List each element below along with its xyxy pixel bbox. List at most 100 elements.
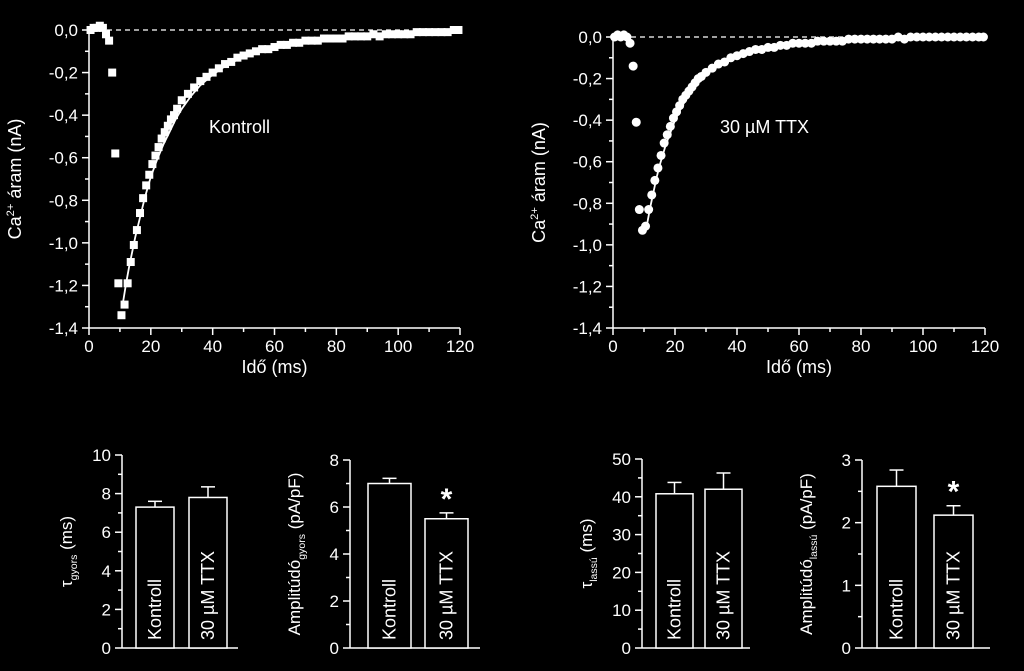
data-point [850,34,860,44]
y-tick-label: 0 [842,639,851,658]
y-tick-label: 0,0 [578,28,602,47]
y-tick-label: -1,2 [573,277,602,296]
x-tick-label: 60 [265,337,284,356]
x-tick-label: 120 [446,337,474,356]
data-point [412,28,421,37]
data-point [123,279,132,288]
data-point [142,181,151,190]
data-point [443,28,452,37]
x-tick-label: 120 [971,337,999,356]
data-point [221,60,230,69]
bar-category-label: 30 µM TTX [198,551,218,640]
y-tick-label: -1,2 [49,276,78,295]
y-axis-label-superscript: 2+ [529,207,541,220]
bar-kontroll [876,485,917,649]
data-point [295,38,304,47]
x-tick-label: 40 [203,337,222,356]
data-point [665,121,675,131]
y-tick-label: -0,6 [573,153,602,172]
x-tick-label: 0 [608,337,617,356]
data-point [763,42,773,52]
y-tick-label: 8 [330,451,339,470]
data-point [183,89,192,98]
y-tick-label: -0,2 [573,70,602,89]
bar-kontroll [367,482,412,649]
bar-panel-1: 0 2 4 6 8 10 Kontroll 30 µM TTX [92,446,238,658]
bar-panel-3: 0 10 20 30 40 50 Kontroll 30 µM TTX [612,450,750,658]
y-axis-label-rest: áram (nA) [5,119,25,204]
data-point [881,34,891,44]
data-point [912,32,922,42]
data-point [454,26,463,34]
y-axis-label: Ca2+ áram (nA) [5,119,25,240]
data-point [105,36,114,45]
data-point [955,32,965,42]
y-tick-label: 30 [612,526,631,545]
data-point [251,47,260,56]
y-axis-label-subscript: lassú [808,534,820,559]
bar-category-label: Kontroll [145,579,165,640]
y-tick-label: 3 [842,451,851,470]
data-point [102,30,111,39]
y-axis-label-main: Amplitúdó [285,560,304,636]
x-tick-label: 20 [666,337,685,356]
data-point [166,115,175,124]
data-point [650,175,660,185]
y-tick-label: -0,4 [573,111,602,130]
bar-ttx [188,496,228,649]
data-point [139,194,148,203]
y-tick-label: -0,4 [49,106,78,125]
bar-panel-2: 0 2 4 6 8 Kontroll 30 µM TTX * [330,451,480,658]
y-tick-label: 2 [330,592,339,611]
y-axis-label-superscript: 2+ [5,204,17,217]
y-axis-label-main: τ [57,580,76,587]
y-axis-label-rest: (pA/pF) [797,473,816,534]
data-point [98,23,107,32]
data-point [282,40,291,49]
bar-category-label: Kontroll [887,579,907,640]
data-point [978,32,988,42]
data-point [644,205,654,215]
y-axis-label-subscript: gyors [296,534,308,560]
data-point [831,36,841,46]
data-point [662,130,672,140]
y-tick-label: 0 [330,639,339,658]
data-point [214,64,223,73]
y-axis-label-subscript: gyors [68,555,80,581]
y-axis-label: Amplitúdógyors (pA/pF) [285,473,308,636]
data-point [369,30,378,39]
data-point [775,40,785,50]
bar-kontroll [135,506,175,649]
data-point [108,68,117,77]
x-tick-label: 60 [790,337,809,356]
x-axis-label: Idő (ms) [241,357,307,377]
data-point [196,77,205,86]
y-axis-label: τgyors (ms) [57,516,80,587]
data-point [394,30,403,39]
data-point [190,83,199,92]
data-point [350,32,359,41]
y-tick-label: 8 [102,485,111,504]
y-tick-label: 4 [330,545,339,564]
data-point [157,134,166,143]
data-point [856,34,866,44]
y-tick-label: -1,0 [49,234,78,253]
data-point [924,32,934,42]
data-point [136,209,145,218]
data-point [208,68,217,77]
data-point [344,32,353,41]
data-point [943,32,953,42]
data-point [437,28,446,37]
fit-curve [646,36,986,225]
y-axis-label-main: Amplitúdó [797,559,816,635]
y-tick-label: 50 [612,450,631,469]
y-tick-label: -1,0 [573,236,602,255]
data-point [918,32,928,42]
data-point [625,38,635,48]
data-point [227,57,236,66]
y-axis-label-rest: (ms) [577,518,596,557]
data-point [418,28,427,37]
data-point [875,34,885,44]
series-annotation: 30 µM TTX [720,117,809,137]
